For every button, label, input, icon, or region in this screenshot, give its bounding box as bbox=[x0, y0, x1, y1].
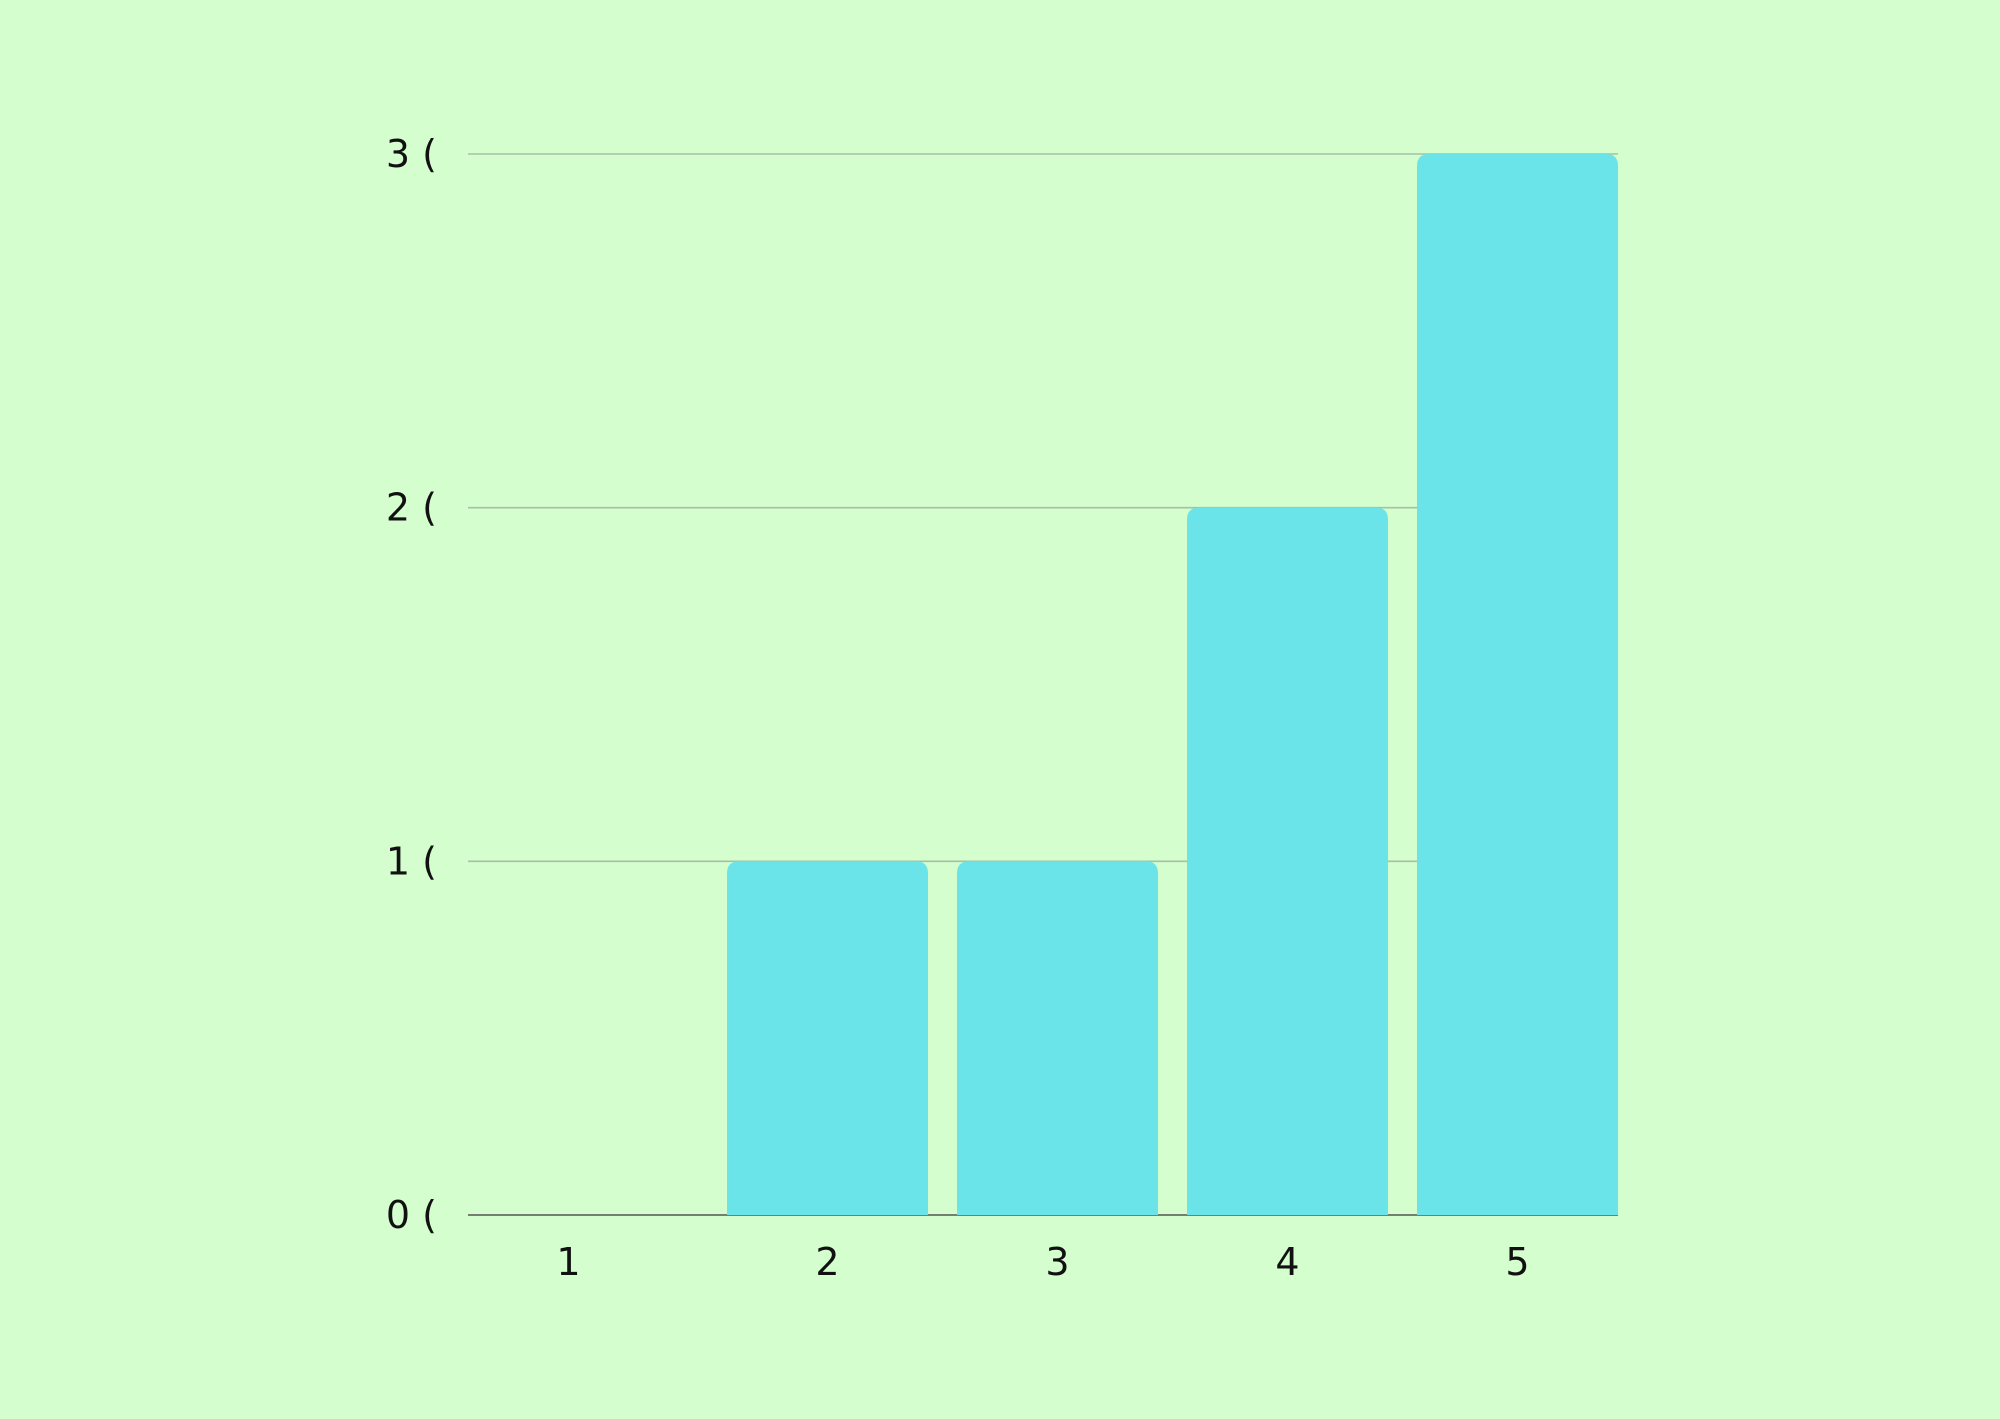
y-tick-label: 0 ( bbox=[386, 1193, 437, 1237]
bar-4 bbox=[1187, 507, 1388, 1216]
x-tick-label: 2 bbox=[815, 1240, 839, 1284]
y-tick-label: 1 ( bbox=[386, 839, 437, 883]
x-tick-labels: 1 2 3 4 5 bbox=[556, 1240, 1529, 1284]
x-tick-label: 3 bbox=[1045, 1240, 1069, 1284]
x-tick-label: 5 bbox=[1505, 1240, 1529, 1284]
y-tick-label: 3 ( bbox=[386, 132, 437, 176]
y-tick-labels: 0 ( 1 ( 2 ( 3 ( bbox=[386, 132, 437, 1237]
y-tick-label: 2 ( bbox=[386, 486, 437, 530]
x-tick-label: 4 bbox=[1275, 1240, 1299, 1284]
bar-5 bbox=[1417, 154, 1618, 1215]
bars bbox=[727, 154, 1618, 1216]
x-tick-label: 1 bbox=[556, 1240, 580, 1284]
bar-2 bbox=[727, 861, 928, 1215]
bar-3 bbox=[957, 861, 1158, 1215]
